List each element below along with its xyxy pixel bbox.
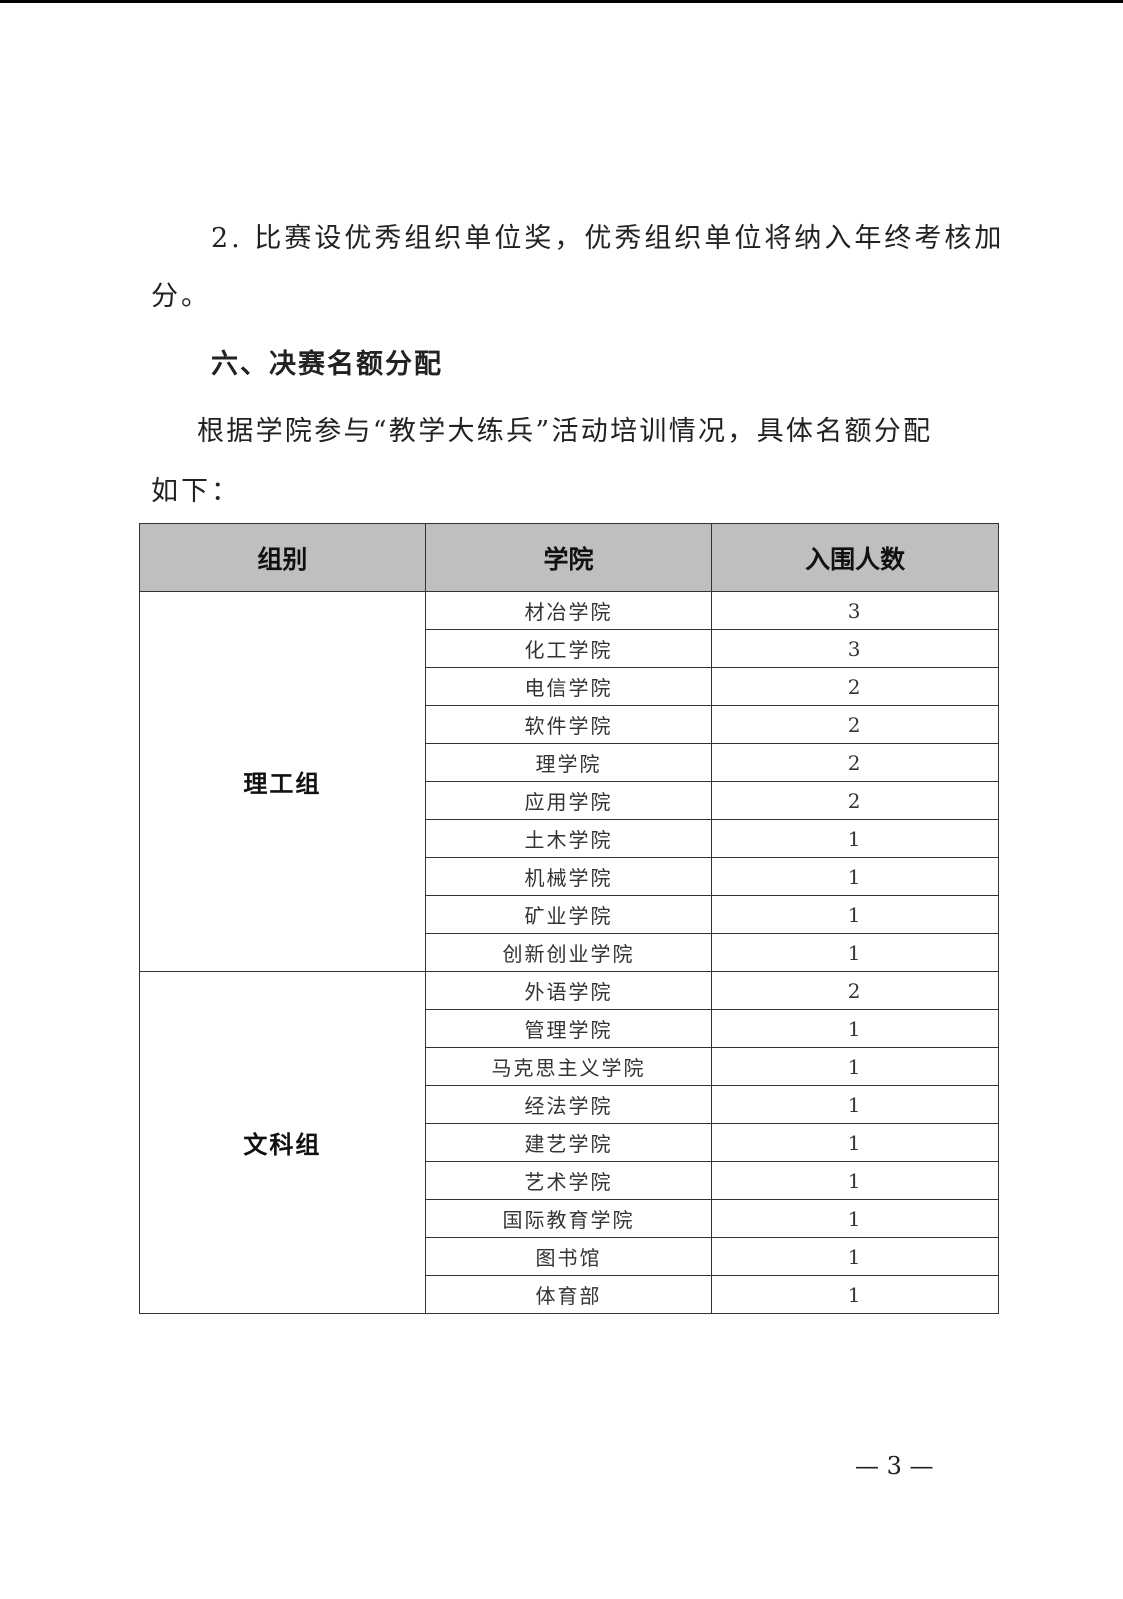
college-cell: 机械学院 — [424, 857, 713, 896]
table-row: 创新创业学院 1 — [140, 933, 999, 972]
college-cell: 化工学院 — [424, 629, 713, 668]
college-cell: 理学院 — [424, 743, 713, 782]
college-cell: 材冶学院 — [424, 591, 713, 630]
header-count: 入围人数 — [711, 523, 999, 592]
count-cell: 1 — [711, 1085, 999, 1124]
college-cell: 外语学院 — [424, 971, 713, 1010]
paragraph-2-line-2: 如下： — [151, 476, 241, 507]
college-cell: 体育部 — [424, 1275, 713, 1314]
count-cell: 1 — [711, 1047, 999, 1086]
college-cell: 图书馆 — [424, 1237, 713, 1276]
count-cell: 3 — [711, 629, 999, 668]
group-cell: 理工组 — [139, 591, 426, 972]
count-cell: 2 — [711, 781, 999, 820]
header-college: 学院 — [424, 523, 713, 592]
top-border — [0, 0, 1123, 3]
table-row: 应用学院 2 — [140, 781, 999, 820]
college-cell: 创新创业学院 — [424, 933, 713, 972]
paragraph-1-line-1: 2. 比赛设优秀组织单位奖，优秀组织单位将纳入年终考核加 — [211, 223, 1005, 254]
count-cell: 1 — [711, 1275, 999, 1314]
college-cell: 矿业学院 — [424, 895, 713, 934]
count-cell: 1 — [711, 1123, 999, 1162]
college-cell: 软件学院 — [424, 705, 713, 744]
table-row: 矿业学院 1 — [140, 895, 999, 934]
table-row: 管理学院 1 — [140, 1009, 999, 1048]
count-cell: 1 — [711, 1237, 999, 1276]
page-number: — 3 — — [855, 1452, 934, 1480]
college-cell: 电信学院 — [424, 667, 713, 706]
table-row: 艺术学院 1 — [140, 1161, 999, 1200]
count-cell: 2 — [711, 705, 999, 744]
paragraph-1-line-2: 分。 — [151, 281, 211, 312]
table-header-row: 组别 学院 入围人数 — [139, 523, 999, 592]
table-row: 建艺学院 1 — [140, 1123, 999, 1162]
count-cell: 1 — [711, 1009, 999, 1048]
table-row: 理工组 材冶学院 3 — [139, 591, 999, 972]
table-row: 电信学院 2 — [140, 667, 999, 706]
college-cell: 经法学院 — [424, 1085, 713, 1124]
college-cell: 管理学院 — [424, 1009, 713, 1048]
table-row: 文科组 外语学院 2 — [139, 971, 999, 1314]
table-row: 软件学院 2 — [140, 705, 999, 744]
count-cell: 2 — [711, 667, 999, 706]
table-row: 马克思主义学院 1 — [140, 1047, 999, 1086]
college-cell: 建艺学院 — [424, 1123, 713, 1162]
table-row: 机械学院 1 — [140, 857, 999, 896]
count-cell: 1 — [711, 819, 999, 858]
count-cell: 1 — [711, 1199, 999, 1238]
table-row: 化工学院 3 — [140, 629, 999, 668]
count-cell: 1 — [711, 857, 999, 896]
count-cell: 1 — [711, 895, 999, 934]
table-row: 土木学院 1 — [140, 819, 999, 858]
quota-table: 组别 学院 入围人数 理工组 材冶学院 3 化工学院 3 电信学院 2 软件学院 2 理学院 2 应用… — [139, 523, 999, 1314]
table-row: 图书馆 1 — [140, 1237, 999, 1276]
count-cell: 2 — [711, 743, 999, 782]
group-cell: 文科组 — [139, 971, 426, 1314]
college-cell: 国际教育学院 — [424, 1199, 713, 1238]
table-row: 体育部 1 — [140, 1275, 999, 1314]
count-cell: 1 — [711, 933, 999, 972]
header-group: 组别 — [139, 523, 426, 592]
section-heading: 六、决赛名额分配 — [211, 349, 443, 380]
paragraph-2-line-1: 根据学院参与“教学大练兵”活动培训情况，具体名额分配 — [197, 416, 933, 447]
college-cell: 土木学院 — [424, 819, 713, 858]
college-cell: 马克思主义学院 — [424, 1047, 713, 1086]
college-cell: 应用学院 — [424, 781, 713, 820]
count-cell: 2 — [711, 971, 999, 1010]
table-row: 经法学院 1 — [140, 1085, 999, 1124]
count-cell: 1 — [711, 1161, 999, 1200]
college-cell: 艺术学院 — [424, 1161, 713, 1200]
count-cell: 3 — [711, 591, 999, 630]
